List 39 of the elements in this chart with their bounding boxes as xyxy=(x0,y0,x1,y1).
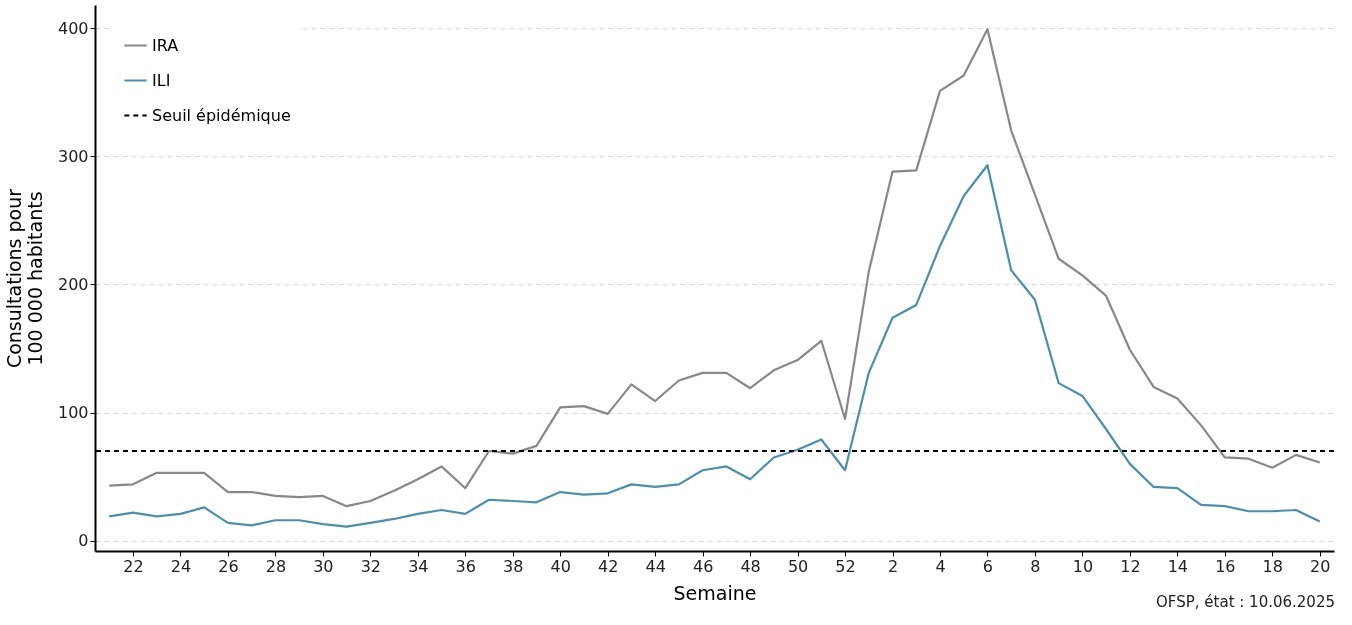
x-tick-label: 30 xyxy=(313,556,334,576)
x-tick-label: 52 xyxy=(835,556,856,576)
y-tick-label: 400 xyxy=(57,18,89,38)
x-tick-label: 24 xyxy=(170,556,192,576)
x-tick-label: 16 xyxy=(1215,556,1236,576)
legend-label: Seuil épidémique xyxy=(152,105,291,125)
x-axis-title: Semaine xyxy=(673,581,757,604)
x-tick-label: 26 xyxy=(218,556,239,576)
x-tick-label: 14 xyxy=(1167,556,1189,576)
text: OFSP, état : 10.06.2025 xyxy=(1156,593,1335,611)
x-tick-label: 4 xyxy=(935,556,946,576)
x-tick-label: 8 xyxy=(1030,556,1041,576)
x-tick-label: 18 xyxy=(1262,556,1283,576)
y-tick-label: 100 xyxy=(57,403,89,423)
x-tick-label: 6 xyxy=(982,556,994,576)
line-series xyxy=(108,28,1321,508)
y-tick-label: 0 xyxy=(78,531,89,551)
x-tick-label: 22 xyxy=(123,556,144,576)
legend-label: ILI xyxy=(152,70,171,90)
legend-label: IRA xyxy=(152,35,179,55)
x-tick-label: 36 xyxy=(455,556,476,576)
x-tick-label: 20 xyxy=(1310,556,1331,576)
x-tick-label: 12 xyxy=(1120,556,1141,576)
x-tick-label: 34 xyxy=(408,556,429,576)
x-tick-label: 40 xyxy=(550,556,571,576)
x-tick-label: 46 xyxy=(692,556,714,576)
x-tick-label: 38 xyxy=(503,556,524,576)
x-tick-label: 48 xyxy=(740,556,761,576)
x-tick-label: 50 xyxy=(787,556,809,576)
x-tick-label: 42 xyxy=(598,556,619,576)
y-tick-label: 200 xyxy=(57,274,89,294)
x-tick-label: 2 xyxy=(887,556,899,576)
x-tick-label: 32 xyxy=(360,556,382,576)
line-series xyxy=(108,164,1321,528)
y-tick-label: 300 xyxy=(57,146,89,166)
y-axis-title: Consultations pour 100 000 habitants xyxy=(2,188,46,369)
x-tick-label: 10 xyxy=(1072,556,1094,576)
x-tick-label: 44 xyxy=(645,556,666,576)
x-tick-label: 28 xyxy=(265,556,287,576)
